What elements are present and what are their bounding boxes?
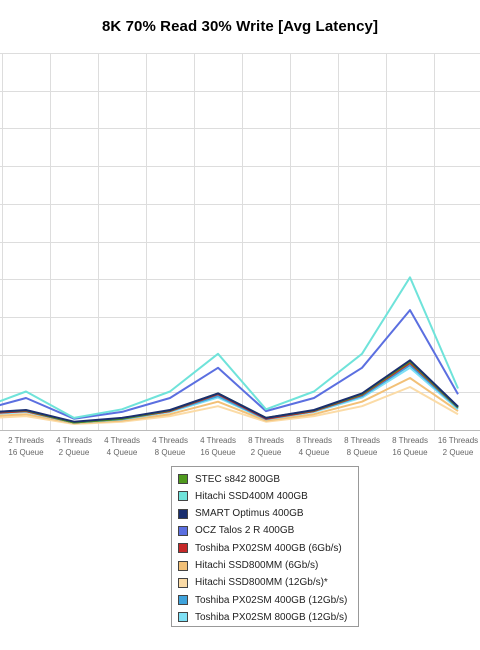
- legend-label: OCZ Talos 2 R 400GB: [195, 525, 295, 537]
- legend-swatch: [178, 474, 188, 484]
- x-tick-label: 4 Threads 16 Queue: [200, 436, 236, 457]
- legend-label: Toshiba PX02SM 800GB (12Gb/s): [195, 611, 348, 623]
- legend-label: STEC s842 800GB: [195, 473, 281, 485]
- chart-title: 8K 70% Read 30% Write [Avg Latency]: [101, 18, 379, 35]
- legend-item[interactable]: Hitachi SSD800MM (12Gb/s)*: [178, 575, 328, 591]
- x-tick-label: 2 Threads 16 Queue: [8, 436, 44, 457]
- series-line-0: [0, 360, 459, 424]
- legend-label: Toshiba PX02SM 400GB (6Gb/s): [195, 542, 342, 554]
- x-tick-label: 8 Threads 8 Queue: [344, 436, 380, 457]
- chart-grid: [0, 53, 480, 431]
- chart-legend: STEC s842 800GB Hitachi SSD400M 400GB SMAR…: [171, 466, 359, 627]
- legend-item[interactable]: Hitachi SSD800MM (6Gb/s): [178, 558, 318, 574]
- series-line-2: [0, 359, 459, 423]
- series-line-5: [0, 377, 459, 425]
- legend-label: SMART Optimus 400GB: [195, 508, 304, 520]
- legend-swatch: [178, 612, 188, 623]
- legend-label: Toshiba PX02SM 400GB (12Gb/s): [195, 594, 348, 606]
- series-line-3: [0, 309, 459, 420]
- legend-label: Hitachi SSD800MM (12Gb/s)*: [195, 577, 328, 589]
- legend-item[interactable]: Toshiba PX02SM 800GB (12Gb/s): [178, 609, 347, 625]
- legend-swatch: [178, 543, 188, 554]
- legend-swatch: [178, 525, 188, 536]
- legend-item[interactable]: Hitachi SSD400M 400GB: [178, 488, 308, 504]
- legend-swatch: [178, 491, 188, 502]
- x-tick-label: 16 Threads 2 Queue: [438, 436, 478, 457]
- legend-item[interactable]: OCZ Talos 2 R 400GB: [178, 523, 294, 539]
- legend-swatch: [178, 560, 188, 571]
- series-line-1: [0, 276, 459, 419]
- chart-series-lines: [0, 276, 459, 425]
- x-tick-label: 4 Threads 4 Queue: [104, 436, 140, 457]
- x-tick-label: 8 Threads 2 Queue: [248, 436, 284, 457]
- series-line-6: [0, 386, 459, 425]
- legend-item[interactable]: SMART Optimus 400GB: [178, 506, 304, 522]
- x-tick-label: 8 Threads 16 Queue: [392, 436, 428, 457]
- legend-swatch: [178, 508, 188, 519]
- legend-item[interactable]: Toshiba PX02SM 400GB (6Gb/s): [178, 540, 342, 556]
- legend-item[interactable]: STEC s842 800GB: [178, 471, 280, 487]
- legend-swatch: [178, 577, 188, 588]
- x-tick-label: 4 Threads 8 Queue: [152, 436, 188, 457]
- x-tick-label: 8 Threads 4 Queue: [296, 436, 332, 457]
- x-tick-label: 4 Threads 2 Queue: [56, 436, 92, 457]
- legend-label: Hitachi SSD800MM (6Gb/s): [195, 560, 319, 571]
- legend-swatch: [178, 595, 188, 606]
- legend-item[interactable]: Toshiba PX02SM 400GB (12Gb/s): [178, 592, 347, 608]
- legend-label: Hitachi SSD400M 400GB: [195, 490, 308, 502]
